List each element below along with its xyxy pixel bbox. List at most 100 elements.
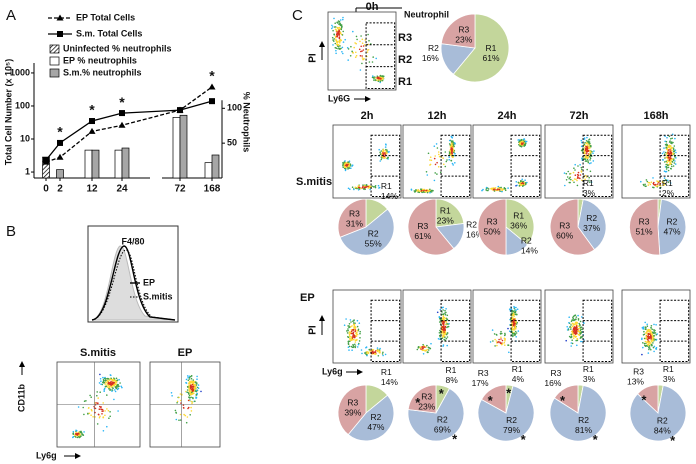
flow-dot [652,332,654,334]
flow-dot [429,191,431,194]
flow-dot [670,159,672,161]
flow-dot [342,18,344,21]
bar [179,114,188,179]
flow-dot [352,343,354,346]
flow-dot [108,388,110,390]
flow-dot [579,323,581,326]
flow-dot [520,140,523,143]
flow-dot [109,389,111,391]
flow-dot [519,145,522,147]
flow-dot [360,35,362,37]
flow-dot [88,412,91,415]
pie-category: R2 [428,43,439,53]
flow-dot [653,183,655,186]
flow-dot [576,344,578,347]
flow-dot [82,406,84,409]
flow-dot [103,390,105,393]
gate [582,299,613,363]
flow-dot [565,172,568,175]
flow-dot [570,178,572,181]
flow-dot [344,165,346,168]
flow-dot [352,51,354,54]
flow-dot [360,187,363,190]
pie-slice [347,394,395,442]
flow-dot [368,348,371,351]
flow-dot [664,183,667,185]
flow-dot [356,38,358,41]
flow-dot [114,383,116,386]
flow-dot [72,433,75,436]
pie-category: R3 [458,24,469,34]
flow-dot [588,176,590,179]
flow-dot [341,34,344,36]
flow-dot [526,181,528,184]
flow-dot [442,306,444,309]
flow-dot [351,50,353,53]
pie-category: R1 [583,364,594,374]
flow-dot [426,174,429,176]
flow-dot [337,22,339,24]
flow-dot [362,49,365,51]
pie-category: R3 [551,368,562,378]
flow-dot [663,179,666,182]
flow-dot [112,379,115,382]
flow-dot [666,164,669,166]
flow-dot [447,323,449,325]
flow-dot [347,163,349,166]
flow-dot [175,412,178,414]
pie-slice [407,384,437,414]
flow-dot [576,173,579,176]
flow-dot [90,396,92,399]
flow-dot [334,42,337,45]
flow-dot [652,177,654,179]
flow-dot [587,150,590,152]
flow-frame [402,124,472,199]
flow-dot [503,341,506,344]
flow-dot [422,349,425,352]
flow-dot [448,156,451,158]
flow-dot [564,184,566,187]
flow-dot [646,342,648,344]
flow-dot [575,325,578,327]
flow-dot [356,325,359,328]
flow-dot [448,152,451,154]
flow-dot [332,44,334,46]
flow-dot [331,26,334,28]
flow-dot [195,394,198,396]
flow-dot [511,334,513,336]
flow-dot [354,322,356,325]
flow-dot [185,381,187,384]
flow-dot [357,343,360,346]
flow-dot [504,344,506,347]
flow-dot [573,181,575,184]
flow-dot [371,76,374,79]
flow-dot [373,351,376,354]
flow-dot [333,40,335,42]
flow-dot [350,167,352,169]
flow-dot [653,350,655,353]
flow-dot [452,156,454,158]
flow-dot [100,408,102,410]
flow-dot [589,153,592,155]
flow-dot [589,181,591,184]
flow-dot [504,189,507,192]
flow-dot [197,387,200,390]
flow-dot [574,335,576,337]
pie-slice [407,198,455,256]
flow-dot [110,381,112,384]
flow-dot [577,319,580,321]
flow-dot [645,185,647,187]
pie-slice [629,198,661,256]
flow-dot [665,165,668,168]
flow-dot [653,186,655,189]
pie-slice [577,199,607,251]
flow-dot [493,189,495,191]
gate [510,134,541,198]
flow-dot [433,157,436,160]
flow-dot [589,151,592,154]
flow-dot [667,181,670,183]
flow-dot [585,140,588,142]
flow-dot [665,168,668,170]
flow-dot [102,379,105,381]
flow-dot [342,41,345,43]
